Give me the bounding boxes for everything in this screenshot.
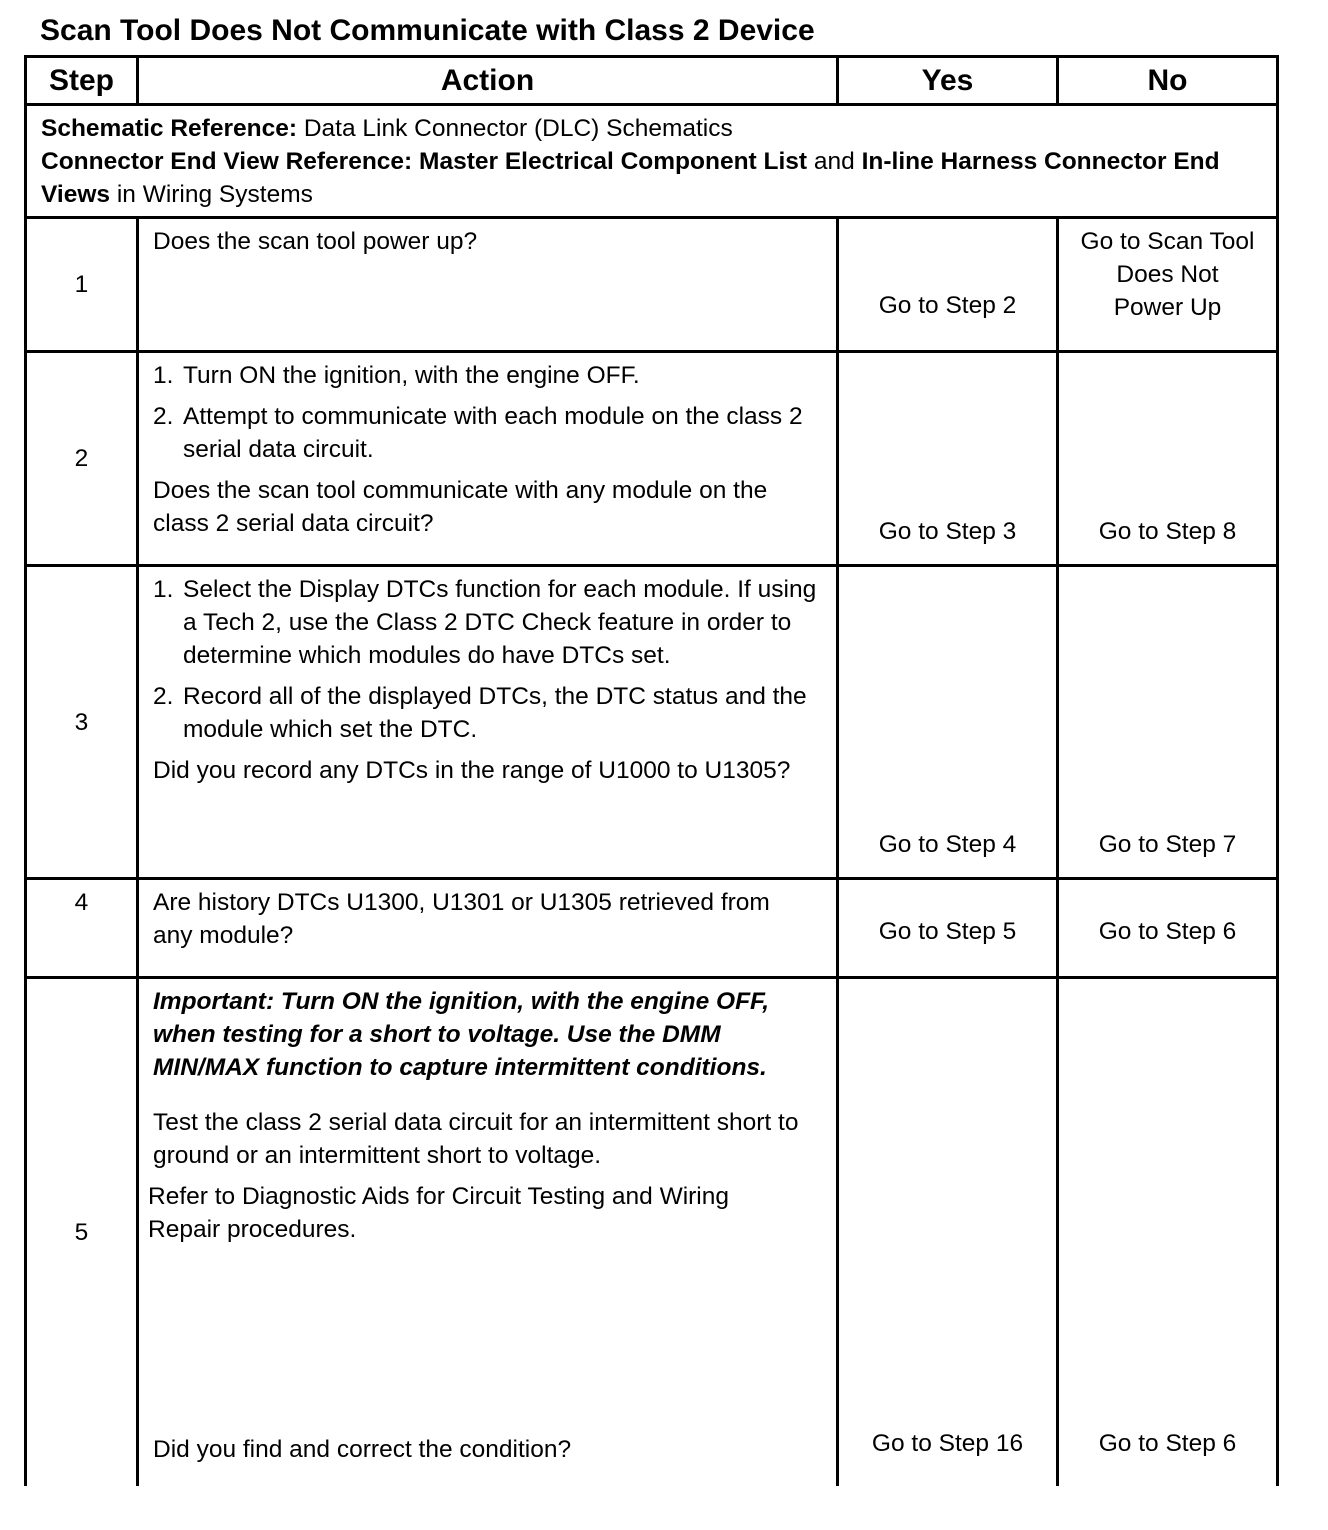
- schematic-label: Schematic Reference:: [41, 115, 298, 142]
- question: Are history DTCs U1300, U1301 or U1305 r…: [153, 889, 770, 949]
- action-item: Turn ON the ignition, with the engine OF…: [183, 362, 640, 389]
- yes-link[interactable]: Go to Step 5: [836, 877, 1059, 979]
- question: Did you record any DTCs in the range of …: [153, 757, 791, 784]
- action-cell: Does the scan tool power up?: [136, 216, 839, 353]
- step-number: 3: [24, 564, 139, 880]
- page-title: Scan Tool Does Not Communicate with Clas…: [40, 14, 815, 47]
- step-number: 4: [24, 877, 139, 979]
- connector-link-2[interactable]: In-line Harness Connector End Views: [41, 148, 1220, 208]
- header-step: Step: [24, 55, 139, 106]
- step-number: 1: [24, 216, 139, 353]
- table-row: 1 Does the scan tool power up? Go to Ste…: [24, 216, 1279, 353]
- table-row: 5 Important: Turn ON the ignition, with …: [24, 976, 1279, 1486]
- connector-tail: in Wiring Systems: [116, 181, 313, 208]
- table-row: 4 Are history DTCs U1300, U1301 or U1305…: [24, 877, 1279, 979]
- header-no: No: [1056, 55, 1279, 106]
- action-cell: 1. Turn ON the ignition, with the engine …: [136, 350, 839, 567]
- no-link[interactable]: Go to Step 7: [1056, 564, 1279, 880]
- question: Does the scan tool communicate with any …: [153, 477, 768, 537]
- table-row: 2 1. Turn ON the ignition, with the engin…: [24, 350, 1279, 567]
- diagnostic-aids-link[interactable]: Refer to Diagnostic Aids for Circuit Tes…: [148, 1183, 729, 1243]
- action-cell: 1. Select the Display DTCs function for e…: [136, 564, 839, 880]
- reference-cell: Schematic Reference: Data Link Connector…: [24, 103, 1279, 219]
- action-text: Test the class 2 serial data circuit for…: [153, 1109, 799, 1169]
- step-number: 5: [24, 976, 139, 1486]
- reference-row: Schematic Reference: Data Link Connector…: [24, 103, 1279, 219]
- connector-label: Connector End View Reference:: [41, 148, 413, 175]
- no-link[interactable]: Go to Step 6: [1056, 976, 1279, 1486]
- header-row: Step Action Yes No: [24, 55, 1279, 106]
- action-item: Attempt to communicate with each module …: [183, 403, 803, 463]
- table-row: 3 1. Select the Display DTCs function for…: [24, 564, 1279, 880]
- yes-link[interactable]: Go to Step 16: [836, 976, 1059, 1486]
- action-cell: Important: Turn ON the ignition, with th…: [136, 976, 839, 1486]
- important-note: Important: Turn ON the ignition, with th…: [153, 988, 770, 1081]
- diagnostic-table: Step Action Yes No Schematic Reference: …: [24, 55, 1279, 1486]
- yes-link[interactable]: Go to Step 3: [836, 350, 1059, 567]
- step-number: 2: [24, 350, 139, 567]
- action-item: Select the Display DTCs function for eac…: [183, 576, 817, 669]
- yes-link[interactable]: Go to Step 2: [836, 216, 1059, 353]
- action-item: Record all of the displayed DTCs, the DT…: [183, 683, 807, 743]
- header-yes: Yes: [836, 55, 1059, 106]
- no-link[interactable]: Go to Step 6: [1056, 877, 1279, 979]
- connector-and: and: [813, 148, 855, 175]
- question: Did you find and correct the condition?: [153, 1435, 572, 1463]
- connector-link-1[interactable]: Master Electrical Component List: [419, 148, 808, 175]
- schematic-link[interactable]: Data Link Connector (DLC) Schematics: [303, 115, 733, 142]
- question: Does the scan tool power up?: [153, 228, 478, 255]
- header-action: Action: [136, 55, 839, 106]
- no-link[interactable]: Go to Scan Tool Does Not Power Up: [1056, 216, 1279, 353]
- action-cell: Are history DTCs U1300, U1301 or U1305 r…: [136, 877, 839, 979]
- yes-link[interactable]: Go to Step 4: [836, 564, 1059, 880]
- no-link[interactable]: Go to Step 8: [1056, 350, 1279, 567]
